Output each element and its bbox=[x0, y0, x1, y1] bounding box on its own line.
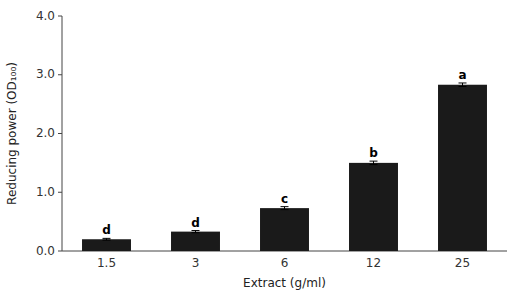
y-axis: 0.0 1.0 2.0 3.0 4.0 bbox=[36, 9, 62, 258]
significance-letter: b bbox=[369, 146, 378, 160]
error-bar-cap bbox=[459, 86, 467, 87]
y-tick bbox=[58, 192, 62, 193]
bar bbox=[82, 239, 131, 251]
x-axis: 1.5 3 6 12 25 bbox=[62, 251, 507, 270]
x-tick-label: 25 bbox=[455, 256, 470, 270]
x-axis-label: Extract (g/ml) bbox=[243, 276, 326, 290]
y-tick-label: 1.0 bbox=[36, 185, 55, 199]
bar bbox=[171, 232, 220, 251]
error-bar-stem bbox=[462, 83, 463, 87]
error-bar-cap bbox=[103, 240, 111, 241]
error-bar bbox=[192, 231, 200, 233]
bar bbox=[260, 208, 309, 251]
x-tick-label: 1.5 bbox=[97, 256, 116, 270]
chart-container: 0.0 1.0 2.0 3.0 4.0 1.5 3 6 12 25 d d c b a Extract (g/… bbox=[0, 0, 523, 297]
error-bar-cap bbox=[459, 82, 467, 83]
y-tick bbox=[58, 251, 62, 252]
plot-area bbox=[82, 83, 487, 251]
error-bar-cap bbox=[370, 161, 378, 162]
x-tick-label: 3 bbox=[192, 256, 200, 270]
y-tick bbox=[58, 74, 62, 75]
error-bar-cap bbox=[192, 230, 200, 231]
significance-letter: d bbox=[191, 216, 200, 230]
y-tick-label: 4.0 bbox=[36, 9, 55, 23]
y-tick bbox=[58, 133, 62, 134]
error-bar-cap bbox=[281, 209, 289, 210]
error-bar bbox=[103, 238, 111, 240]
significance-letter: c bbox=[281, 192, 288, 206]
y-axis-line bbox=[62, 16, 63, 251]
x-tick-label: 12 bbox=[366, 256, 381, 270]
error-bar-cap bbox=[192, 232, 200, 233]
error-bar bbox=[281, 207, 289, 210]
y-tick-label: 2.0 bbox=[36, 126, 55, 140]
error-bar bbox=[370, 161, 378, 165]
significance-letter: d bbox=[102, 223, 111, 237]
x-tick-label: 6 bbox=[281, 256, 289, 270]
y-tick-label: 3.0 bbox=[36, 67, 55, 81]
error-bar-cap bbox=[281, 206, 289, 207]
chart-svg: 0.0 1.0 2.0 3.0 4.0 1.5 3 6 12 25 d d c b a Extract (g/… bbox=[0, 0, 523, 297]
annotations: d d c b a bbox=[102, 68, 466, 237]
error-bar-stem bbox=[373, 161, 374, 165]
bar bbox=[349, 163, 398, 251]
error-bar-cap bbox=[103, 238, 111, 239]
significance-letter: a bbox=[458, 68, 466, 82]
y-tick-label: 0.0 bbox=[36, 244, 55, 258]
bar bbox=[438, 85, 487, 251]
error-bar-cap bbox=[370, 164, 378, 165]
y-axis-label: Reducing power (OD₁₀₀) bbox=[5, 62, 19, 205]
error-bar bbox=[459, 83, 467, 87]
y-tick bbox=[58, 16, 62, 17]
